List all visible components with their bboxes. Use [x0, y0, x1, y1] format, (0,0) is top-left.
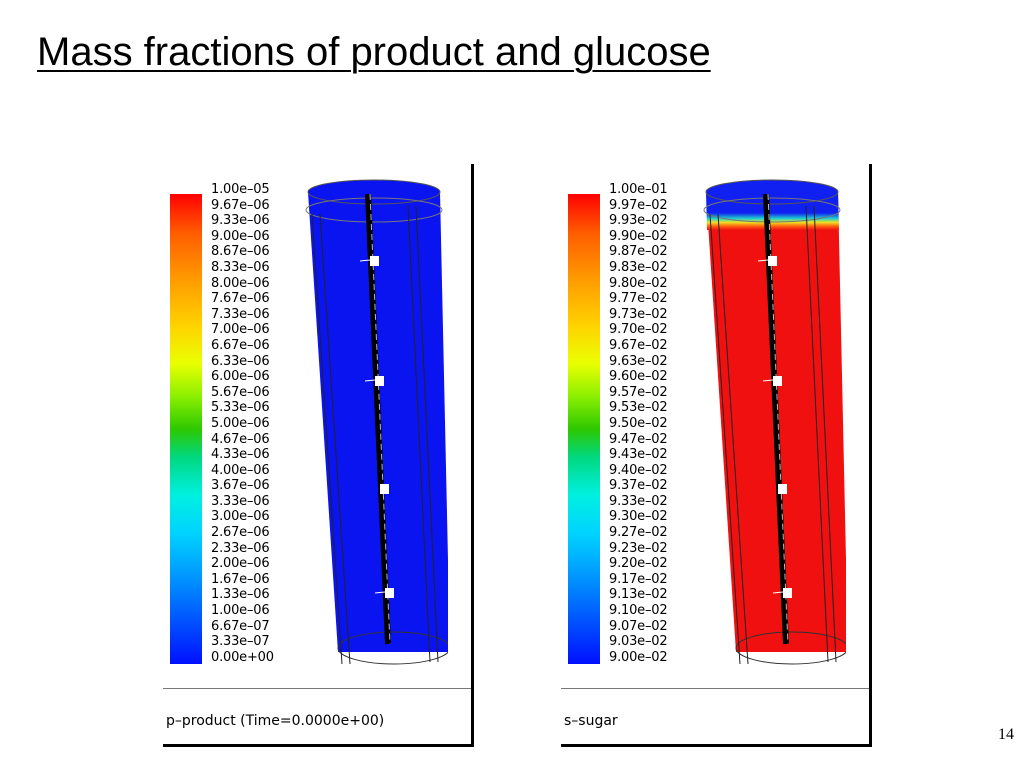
colorbar-tick-label: 9.20e–02: [609, 556, 668, 572]
colorbar-tick-label: 8.00e–06: [211, 275, 270, 291]
colorbar-tick-label: 9.60e–02: [609, 369, 668, 385]
colorbar-tick-label: 5.00e–06: [211, 415, 270, 431]
colorbar-tick-label: 9.83e–02: [609, 259, 668, 275]
sugar-contour-panel: 1.00e–01 9.97e–02 9.93e–02 9.90e–02 9.87e–02…: [561, 164, 872, 747]
colorbar-tick-label: 9.80e–02: [609, 275, 668, 291]
colorbar-tick-label: 9.97e–02: [609, 197, 668, 213]
colorbar-tick-label: 7.67e–06: [211, 291, 270, 307]
colorbar-tick-label: 6.67e–06: [211, 337, 270, 353]
colorbar-tick-label: 8.67e–06: [211, 244, 270, 260]
colorbar-tick-label: 9.00e–02: [609, 649, 668, 665]
colorbar-tick-label: 9.23e–02: [609, 540, 668, 556]
colorbar-tick-label: 9.50e–02: [609, 415, 668, 431]
colorbar-tick-label: 1.67e–06: [211, 571, 270, 587]
colorbar-tick-label: 0.00e+00: [211, 649, 274, 665]
colorbar-tick-label: 9.77e–02: [609, 291, 668, 307]
colorbar-tick-label: 9.90e–02: [609, 228, 668, 244]
colorbar-tick-label: 9.57e–02: [609, 384, 668, 400]
colorbar-tick-label: 9.93e–02: [609, 213, 668, 229]
colorbar-tick-label: 9.13e–02: [609, 587, 668, 603]
colorbar-tick-label: 9.10e–02: [609, 603, 668, 619]
sugar-caption: s–sugar: [564, 713, 618, 729]
colorbar-tick-label: 3.67e–06: [211, 478, 270, 494]
colorbar-tick-label: 9.70e–02: [609, 322, 668, 338]
colorbar-tick-label: 9.33e–02: [609, 493, 668, 509]
colorbar-tick-label: 9.40e–02: [609, 462, 668, 478]
product-cylinder-contour: [305, 179, 448, 665]
sugar-cylinder-contour: [703, 179, 846, 665]
sugar-colorbar-labels: 1.00e–01 9.97e–02 9.93e–02 9.90e–02 9.87e–02…: [609, 182, 668, 665]
colorbar-tick-label: 2.33e–06: [211, 540, 270, 556]
colorbar-tick-label: 3.00e–06: [211, 509, 270, 525]
product-colorbar: [170, 194, 202, 664]
colorbar-tick-label: 9.43e–02: [609, 447, 668, 463]
sugar-colorbar: [568, 194, 600, 664]
product-caption: p–product (Time=0.0000e+00): [166, 713, 385, 729]
colorbar-tick-label: 3.33e–06: [211, 493, 270, 509]
colorbar-tick-label: 9.47e–02: [609, 431, 668, 447]
colorbar-tick-label: 1.00e–06: [211, 603, 270, 619]
colorbar-tick-label: 9.53e–02: [609, 400, 668, 416]
colorbar-tick-label: 9.27e–02: [609, 525, 668, 541]
colorbar-tick-label: 3.33e–07: [211, 634, 270, 650]
colorbar-tick-label: 4.00e–06: [211, 462, 270, 478]
colorbar-tick-label: 9.30e–02: [609, 509, 668, 525]
colorbar-tick-label: 2.67e–06: [211, 525, 270, 541]
colorbar-tick-label: 1.00e–01: [609, 182, 668, 197]
page-number: 14: [998, 726, 1014, 743]
colorbar-tick-label: 9.07e–02: [609, 618, 668, 634]
colorbar-tick-label: 7.33e–06: [211, 306, 270, 322]
colorbar-tick-label: 9.33e–06: [211, 213, 270, 229]
colorbar-tick-label: 5.33e–06: [211, 400, 270, 416]
colorbar-tick-label: 4.67e–06: [211, 431, 270, 447]
colorbar-tick-label: 9.67e–06: [211, 197, 270, 213]
colorbar-tick-label: 9.03e–02: [609, 634, 668, 650]
colorbar-tick-label: 8.33e–06: [211, 259, 270, 275]
colorbar-tick-label: 9.63e–02: [609, 353, 668, 369]
product-caption-divider: [163, 688, 471, 689]
colorbar-tick-label: 6.67e–07: [211, 618, 270, 634]
sugar-caption-divider: [561, 688, 869, 689]
colorbar-tick-label: 6.33e–06: [211, 353, 270, 369]
product-contour-panel: 1.00e–05 9.67e–06 9.33e–06 9.00e–06 8.67e–06…: [163, 164, 474, 747]
colorbar-tick-label: 4.33e–06: [211, 447, 270, 463]
colorbar-tick-label: 7.00e–06: [211, 322, 270, 338]
colorbar-tick-label: 6.00e–06: [211, 369, 270, 385]
colorbar-tick-label: 5.67e–06: [211, 384, 270, 400]
slide-title: Mass fractions of product and glucose: [37, 30, 711, 74]
colorbar-tick-label: 1.00e–05: [211, 182, 270, 197]
colorbar-tick-label: 9.73e–02: [609, 306, 668, 322]
colorbar-tick-label: 1.33e–06: [211, 587, 270, 603]
colorbar-tick-label: 9.00e–06: [211, 228, 270, 244]
colorbar-tick-label: 9.67e–02: [609, 337, 668, 353]
colorbar-tick-label: 2.00e–06: [211, 556, 270, 572]
colorbar-tick-label: 9.17e–02: [609, 571, 668, 587]
product-colorbar-labels: 1.00e–05 9.67e–06 9.33e–06 9.00e–06 8.67e–06…: [211, 182, 274, 665]
colorbar-tick-label: 9.87e–02: [609, 244, 668, 260]
colorbar-tick-label: 9.37e–02: [609, 478, 668, 494]
